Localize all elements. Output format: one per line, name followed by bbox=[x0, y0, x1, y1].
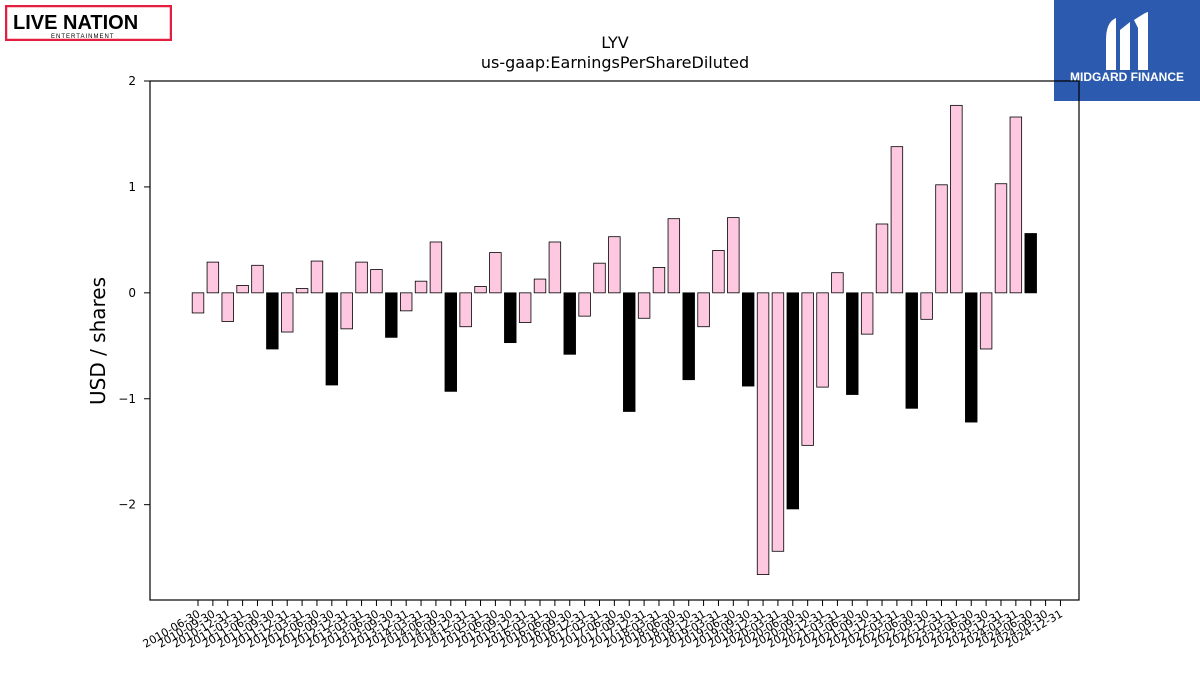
bar-2013-06-30 bbox=[370, 269, 383, 294]
chart-title: LYV bbox=[601, 33, 629, 52]
bar-2015-03-31 bbox=[474, 286, 487, 294]
bar-2023-06-30 bbox=[965, 292, 978, 423]
bar-2010-09-30 bbox=[206, 261, 220, 294]
bars-group bbox=[191, 104, 1037, 575]
bar-2024-06-30 bbox=[1024, 233, 1037, 294]
bar-2016-09-30 bbox=[563, 292, 576, 355]
midgard-mark-icon bbox=[1106, 12, 1148, 70]
bar-2016-03-31 bbox=[533, 278, 547, 294]
bar-2020-06-30 bbox=[786, 292, 800, 510]
bar-2014-09-30 bbox=[444, 292, 457, 392]
bar-2022-03-31 bbox=[890, 146, 904, 294]
left-logo-text: LIVE NATION bbox=[13, 12, 138, 34]
y-axis-label: USD / shares bbox=[86, 277, 110, 405]
y-tick-label: −1 bbox=[118, 392, 136, 406]
bar-2018-03-31 bbox=[652, 267, 666, 294]
bar-2013-12-31 bbox=[399, 292, 413, 312]
bar-2018-09-30 bbox=[682, 292, 695, 381]
bar-2023-09-30 bbox=[979, 292, 993, 350]
bar-2017-12-31 bbox=[637, 292, 651, 319]
bar-2018-12-31 bbox=[697, 292, 710, 328]
y-tick-label: 1 bbox=[128, 180, 136, 194]
bar-2011-12-31 bbox=[281, 292, 294, 333]
bar-2019-09-30 bbox=[741, 292, 755, 387]
bar-2022-12-31 bbox=[935, 184, 948, 294]
bar-2023-12-31 bbox=[994, 183, 1008, 294]
bar-2021-03-31 bbox=[831, 272, 844, 294]
bar-2018-06-30 bbox=[667, 218, 681, 294]
bar-2014-12-31 bbox=[459, 292, 472, 328]
bar-2016-06-30 bbox=[548, 241, 562, 294]
bar-2024-03-31 bbox=[1009, 116, 1023, 294]
bar-2017-06-30 bbox=[608, 236, 621, 294]
live-nation-logo: LIVE NATION ENTERTAINMENT bbox=[4, 4, 173, 42]
bar-2014-03-31 bbox=[414, 280, 428, 294]
bar-2012-03-31 bbox=[295, 288, 309, 294]
bar-2015-12-31 bbox=[518, 292, 532, 323]
bar-2017-09-30 bbox=[623, 292, 636, 412]
bar-2010-12-31 bbox=[221, 292, 234, 322]
bar-2012-06-30 bbox=[310, 260, 324, 294]
y-tick-label: −2 bbox=[118, 498, 136, 512]
bar-2010-06-30 bbox=[191, 292, 205, 314]
bar-2013-03-31 bbox=[355, 261, 368, 294]
bar-2023-03-31 bbox=[950, 104, 963, 294]
bar-2020-12-31 bbox=[816, 292, 829, 388]
bar-2019-03-31 bbox=[712, 250, 725, 294]
bar-2015-06-30 bbox=[489, 252, 502, 294]
bar-2016-12-31 bbox=[578, 292, 591, 317]
bar-2020-03-31 bbox=[771, 292, 785, 552]
bar-2020-09-30 bbox=[801, 292, 814, 446]
bar-2011-03-31 bbox=[236, 285, 249, 294]
y-tick-label: 2 bbox=[128, 74, 136, 88]
bar-2022-06-30 bbox=[905, 292, 918, 409]
bar-2014-06-30 bbox=[429, 241, 443, 294]
x-ticks-group: 2010-06-302010-09-302010-12-312011-03-31… bbox=[141, 600, 1065, 651]
bar-2019-06-30 bbox=[727, 217, 740, 294]
bar-2011-09-30 bbox=[266, 292, 279, 350]
bar-2012-12-31 bbox=[340, 292, 353, 330]
bar-2011-06-30 bbox=[251, 264, 264, 294]
bar-2017-03-31 bbox=[593, 262, 606, 294]
y-ticks-group: 2 1 0 −1 −2 bbox=[118, 74, 150, 512]
right-logo-text: MIDGARD FINANCE bbox=[1070, 70, 1184, 84]
bar-2022-09-30 bbox=[920, 292, 933, 320]
plot-frame bbox=[149, 80, 1080, 601]
left-logo-subtext: ENTERTAINMENT bbox=[51, 34, 114, 40]
bar-2015-09-30 bbox=[504, 292, 517, 344]
midgard-finance-logo: MIDGARD FINANCE bbox=[1054, 0, 1200, 101]
bar-2021-06-30 bbox=[846, 292, 859, 395]
bar-2012-09-30 bbox=[325, 292, 339, 386]
bar-2021-12-31 bbox=[875, 223, 889, 294]
bar-2013-09-30 bbox=[385, 292, 398, 338]
bar-2019-12-31 bbox=[756, 292, 770, 575]
y-tick-label: 0 bbox=[128, 286, 136, 300]
chart-subtitle: us-gaap:EarningsPerShareDiluted bbox=[481, 53, 749, 72]
bar-2021-09-30 bbox=[860, 292, 874, 335]
